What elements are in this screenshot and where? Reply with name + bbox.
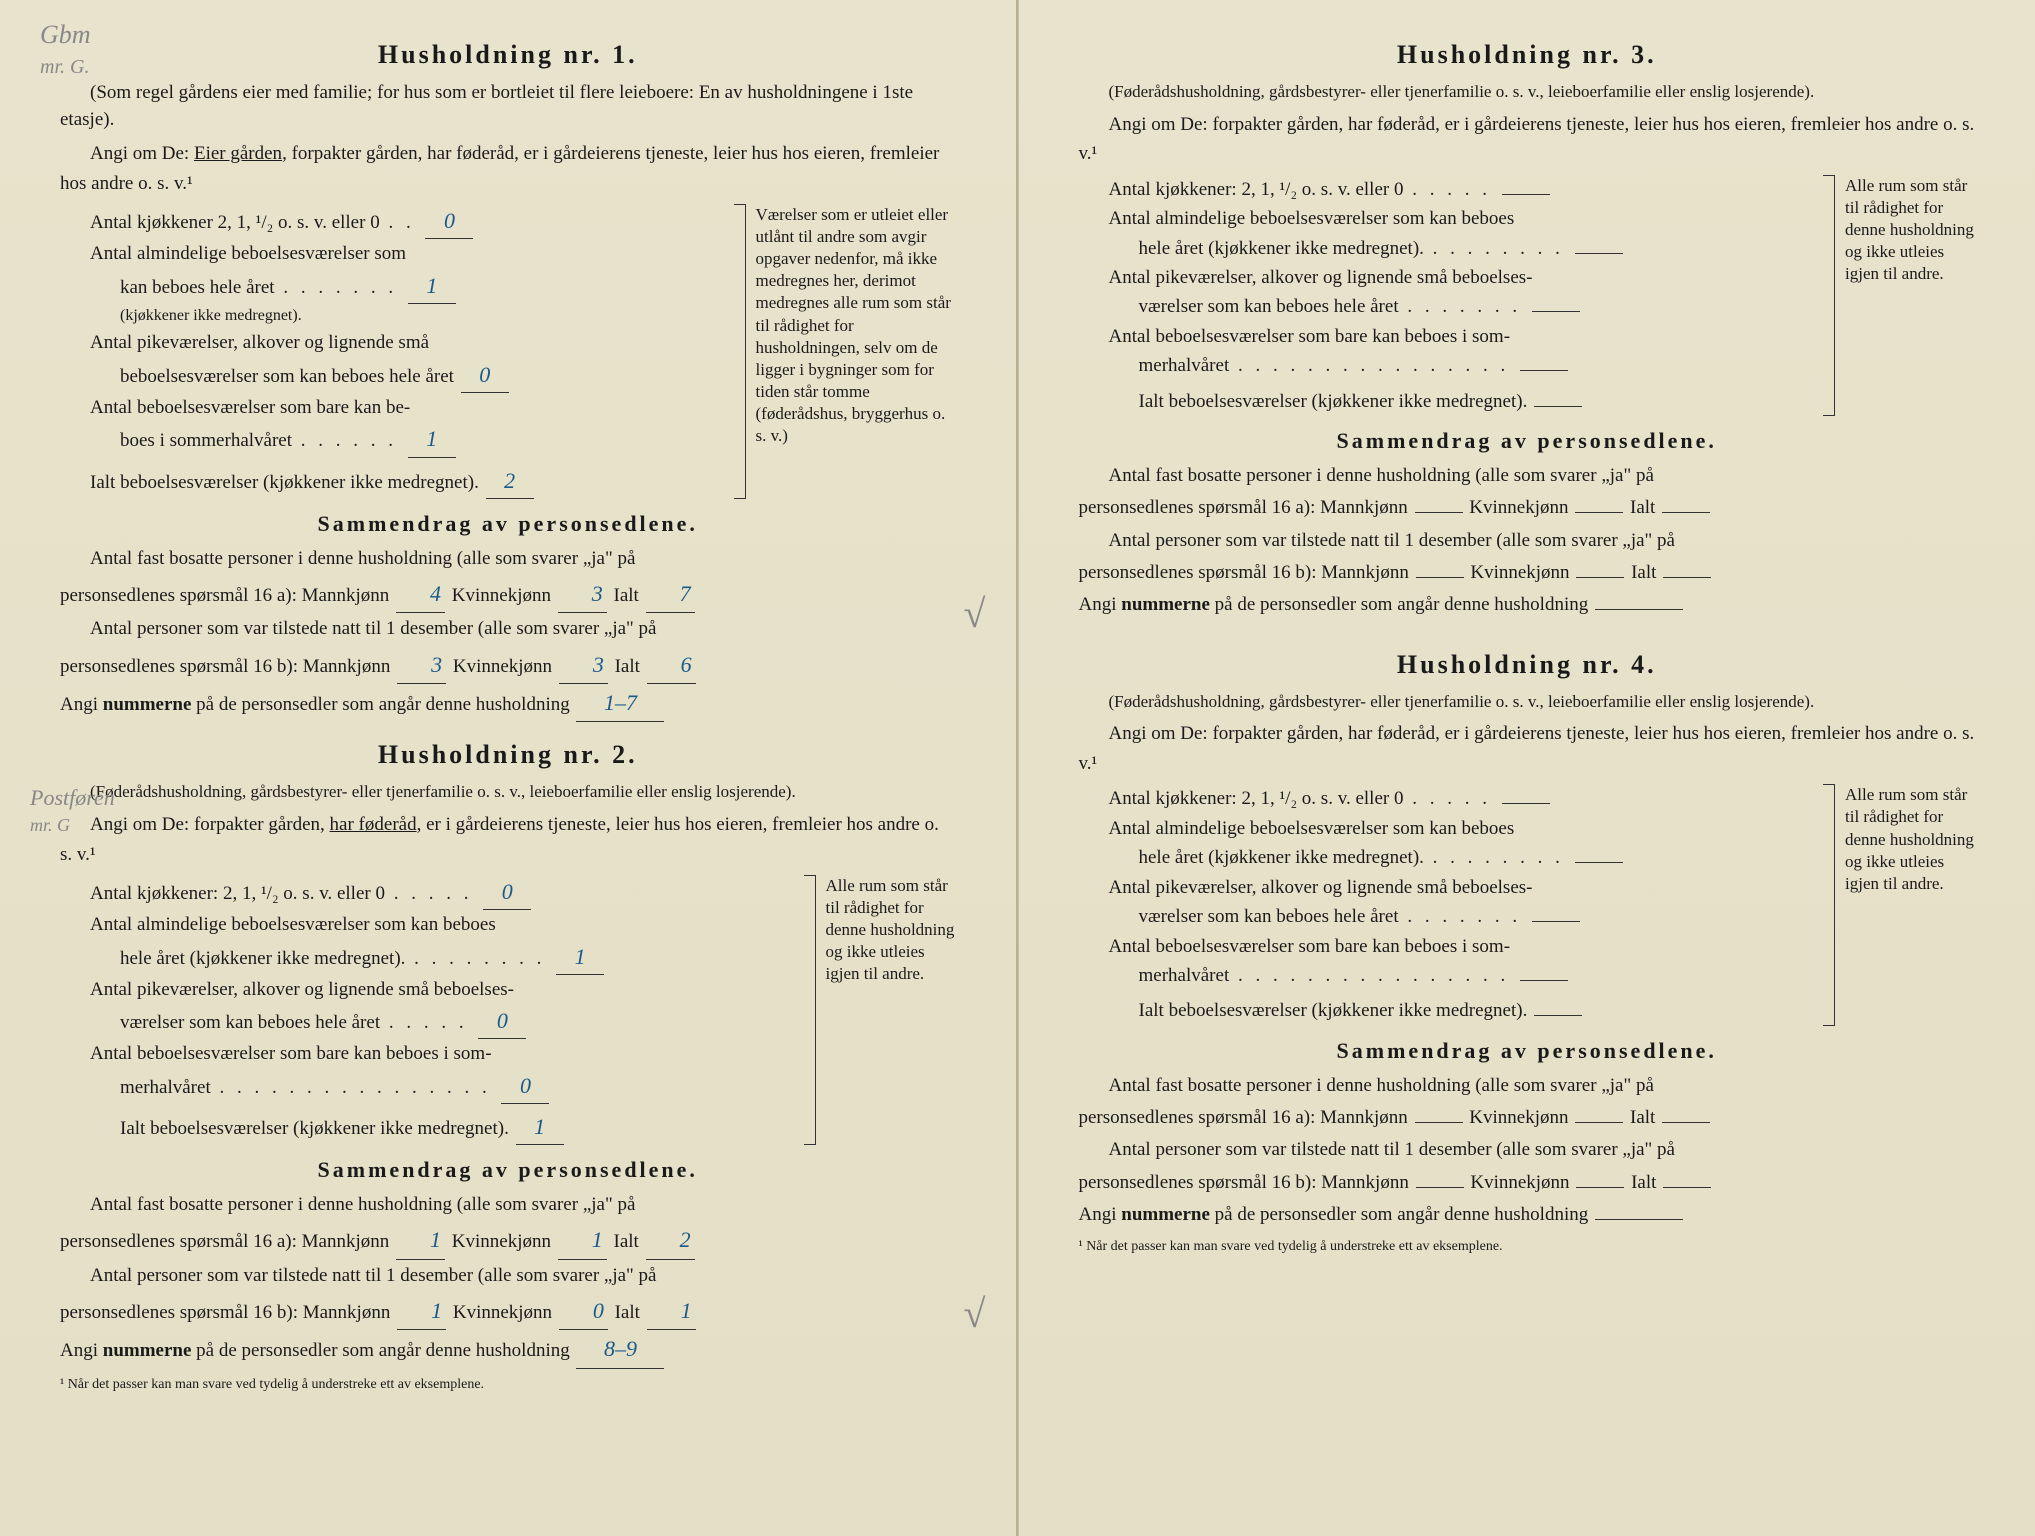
h3-intro: (Føderådshusholdning, gårdsbestyrer- ell…: [1079, 80, 1976, 104]
household-3: Husholdning nr. 3. (Føderådshusholdning,…: [1079, 40, 1976, 622]
h4-marginal-note: Alle rum som står til rådighet for denne…: [1834, 784, 1975, 1026]
h2-16b: Antal personer som var tilstede natt til…: [60, 1260, 956, 1331]
household-2: Husholdning nr. 2. (Føderådshusholdning,…: [60, 740, 956, 1392]
h4-nummer: Angi nummerne på de personsedler som ang…: [1079, 1199, 1976, 1231]
h4-intro: (Føderådshusholdning, gårdsbestyrer- ell…: [1079, 690, 1976, 714]
checkmark-1: √: [964, 590, 986, 637]
household-1: Husholdning nr. 1. (Som regel gårdens ei…: [60, 40, 956, 722]
footnote-right: ¹ Når det passer kan man svare ved tydel…: [1079, 1239, 1976, 1255]
h3-marginal-note: Alle rum som står til rådighet for denne…: [1834, 175, 1975, 417]
household-4: Husholdning nr. 4. (Føderådshusholdning,…: [1079, 650, 1976, 1256]
h3-title: Husholdning nr. 3.: [1079, 40, 1976, 70]
h1-nummer: Angi nummerne på de personsedler som ang…: [60, 684, 956, 722]
h1-16b: Antal personer som var tilstede natt til…: [60, 613, 956, 684]
h2-title: Husholdning nr. 2.: [60, 740, 956, 770]
h3-summary-title: Sammendrag av personsedlene.: [1079, 428, 1976, 454]
h4-rooms-block: Antal kjøkkener: 2, 1, ¹/₂ o. s. v. elle…: [1079, 784, 1976, 1026]
h3-rooms-block: Antal kjøkkener: 2, 1, ¹/₂ o. s. v. elle…: [1079, 175, 1976, 417]
h4-title: Husholdning nr. 4.: [1079, 650, 1976, 680]
h4-angi: Angi om De: forpakter gården, har føderå…: [1079, 719, 1976, 778]
handwriting-mid: Postføren mr. G: [30, 785, 115, 837]
h1-title: Husholdning nr. 1.: [60, 40, 956, 70]
h1-marginal-note: Værelser som er utleiet eller utlånt til…: [745, 204, 956, 499]
footnote-left: ¹ Når det passer kan man svare ved tydel…: [60, 1377, 956, 1393]
h1-intro: (Som regel gårdens eier med familie; for…: [60, 80, 956, 133]
h2-rooms-block: Antal kjøkkener: 2, 1, ¹/₂ o. s. v. elle…: [60, 875, 956, 1145]
h2-marginal-note: Alle rum som står til rådighet for denne…: [815, 875, 956, 1145]
handwriting-top: Gbm mr. G.: [40, 20, 91, 80]
h3-16b: Antal personer som var tilstede natt til…: [1079, 525, 1976, 590]
h3-angi: Angi om De: forpakter gården, har føderå…: [1079, 110, 1976, 169]
h1-rooms-block: Antal kjøkkener 2, 1, ¹/₂ o. s. v. eller…: [60, 204, 956, 499]
checkmark-2: √: [964, 1290, 986, 1337]
h2-angi: Angi om De: forpakter gården, har føderå…: [60, 810, 956, 869]
left-page: Gbm mr. G. Husholdning nr. 1. (Som regel…: [0, 0, 1018, 1536]
h1-16a: Antal fast bosatte personer i denne hush…: [60, 543, 956, 614]
h2-summary-title: Sammendrag av personsedlene.: [60, 1157, 956, 1183]
h2-intro: (Føderådshusholdning, gårdsbestyrer- ell…: [60, 780, 956, 804]
h3-nummer: Angi nummerne på de personsedler som ang…: [1079, 589, 1976, 621]
h4-summary-title: Sammendrag av personsedlene.: [1079, 1038, 1976, 1064]
h2-nummer: Angi nummerne på de personsedler som ang…: [60, 1330, 956, 1368]
h1-summary-title: Sammendrag av personsedlene.: [60, 511, 956, 537]
right-page: Husholdning nr. 3. (Føderådshusholdning,…: [1018, 0, 2035, 1536]
h4-16b: Antal personer som var tilstede natt til…: [1079, 1134, 1976, 1199]
h2-16a: Antal fast bosatte personer i denne hush…: [60, 1189, 956, 1260]
h3-16a: Antal fast bosatte personer i denne hush…: [1079, 460, 1976, 525]
h1-angi: Angi om De: Eier gården, forpakter gårde…: [60, 139, 956, 198]
h4-16a: Antal fast bosatte personer i denne hush…: [1079, 1070, 1976, 1135]
